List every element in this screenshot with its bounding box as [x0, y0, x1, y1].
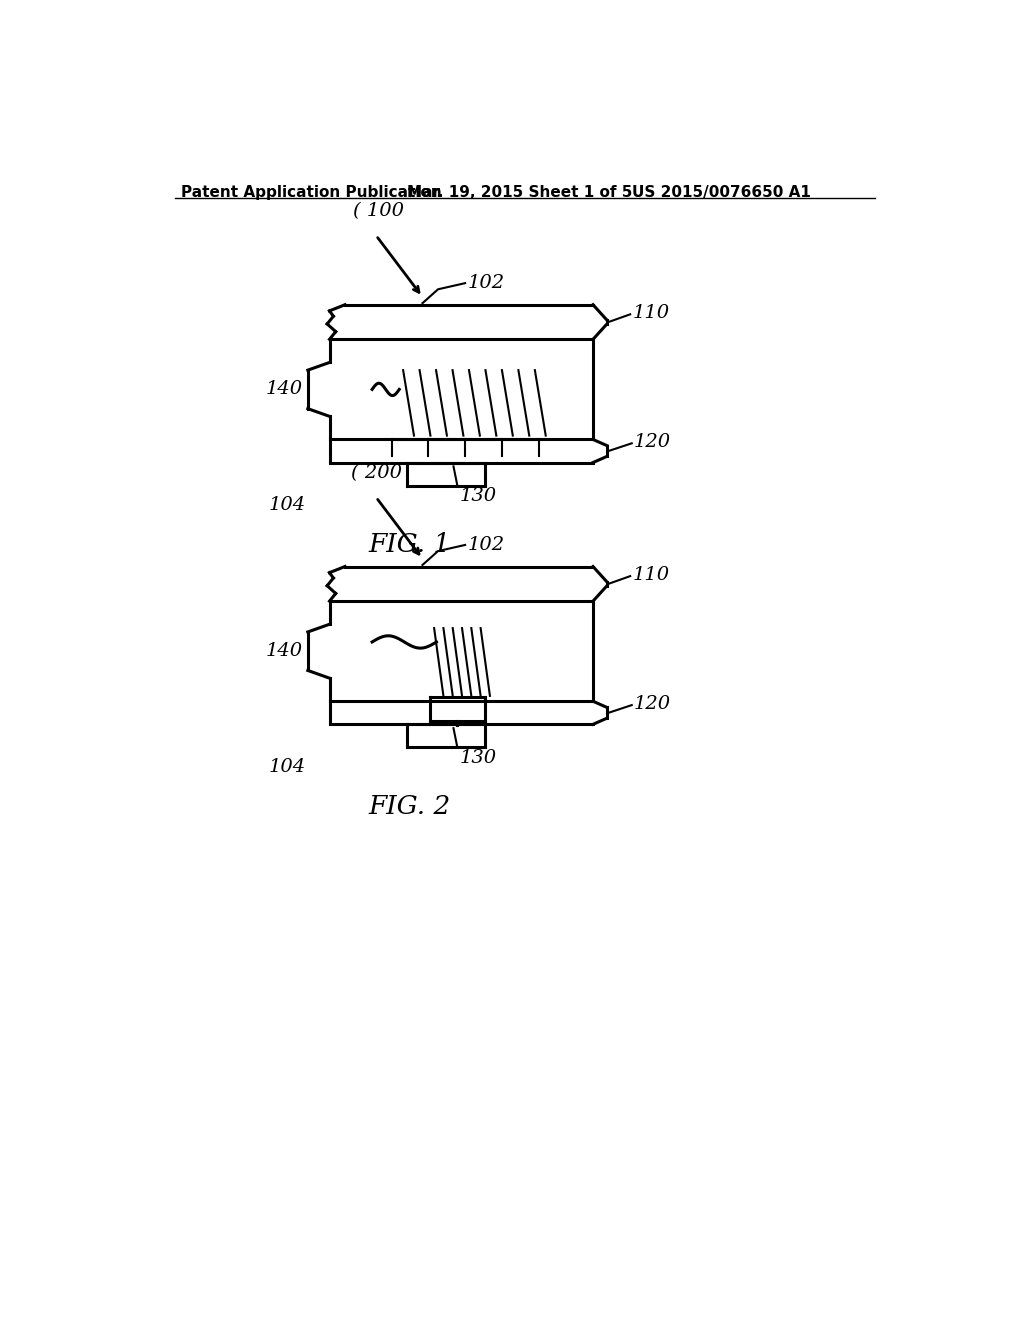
Text: ( 100: ( 100: [352, 202, 403, 220]
Text: 130: 130: [460, 487, 497, 506]
Text: FIG. 1: FIG. 1: [369, 532, 451, 557]
Text: 110: 110: [633, 304, 670, 322]
Text: 110: 110: [633, 565, 670, 583]
Text: 130: 130: [460, 748, 497, 767]
Text: 140: 140: [265, 643, 302, 660]
Text: 120: 120: [634, 694, 671, 713]
Text: ( 200: ( 200: [351, 463, 402, 482]
Text: US 2015/0076650 A1: US 2015/0076650 A1: [632, 185, 811, 201]
Text: 140: 140: [265, 380, 302, 399]
Text: 102: 102: [467, 536, 505, 554]
Text: 102: 102: [467, 275, 505, 292]
Text: 104: 104: [269, 758, 306, 776]
Text: FIG. 2: FIG. 2: [369, 793, 451, 818]
Text: Mar. 19, 2015 Sheet 1 of 5: Mar. 19, 2015 Sheet 1 of 5: [407, 185, 633, 201]
Text: 120: 120: [634, 433, 671, 450]
Text: Patent Application Publication: Patent Application Publication: [180, 185, 441, 201]
Text: 104: 104: [269, 496, 306, 513]
